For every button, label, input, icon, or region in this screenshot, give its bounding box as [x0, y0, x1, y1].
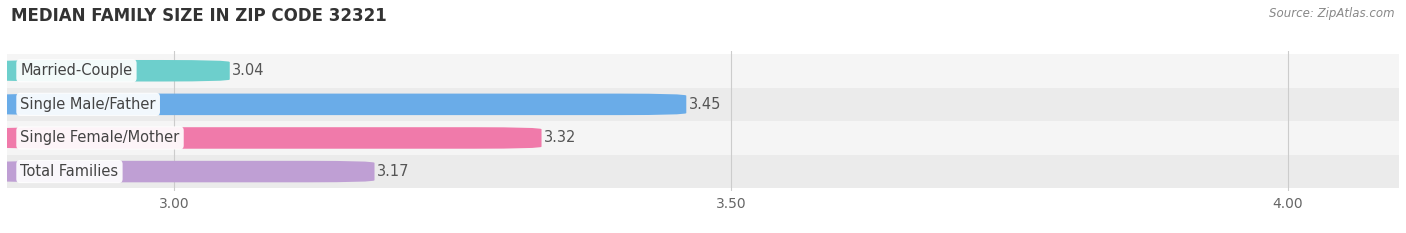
Text: 3.17: 3.17 — [377, 164, 409, 179]
Text: Married-Couple: Married-Couple — [21, 63, 132, 78]
FancyBboxPatch shape — [0, 161, 374, 182]
FancyBboxPatch shape — [0, 60, 229, 82]
Bar — [7, 54, 1399, 88]
FancyBboxPatch shape — [0, 94, 686, 115]
Text: MEDIAN FAMILY SIZE IN ZIP CODE 32321: MEDIAN FAMILY SIZE IN ZIP CODE 32321 — [11, 7, 387, 25]
Text: Source: ZipAtlas.com: Source: ZipAtlas.com — [1270, 7, 1395, 20]
Text: 3.32: 3.32 — [544, 130, 576, 145]
Bar — [7, 121, 1399, 155]
Text: Total Families: Total Families — [21, 164, 118, 179]
Text: 3.04: 3.04 — [232, 63, 264, 78]
Text: Single Male/Father: Single Male/Father — [21, 97, 156, 112]
Text: Single Female/Mother: Single Female/Mother — [21, 130, 180, 145]
Bar — [7, 88, 1399, 121]
Text: 3.45: 3.45 — [689, 97, 721, 112]
Bar — [7, 155, 1399, 188]
FancyBboxPatch shape — [0, 127, 541, 149]
